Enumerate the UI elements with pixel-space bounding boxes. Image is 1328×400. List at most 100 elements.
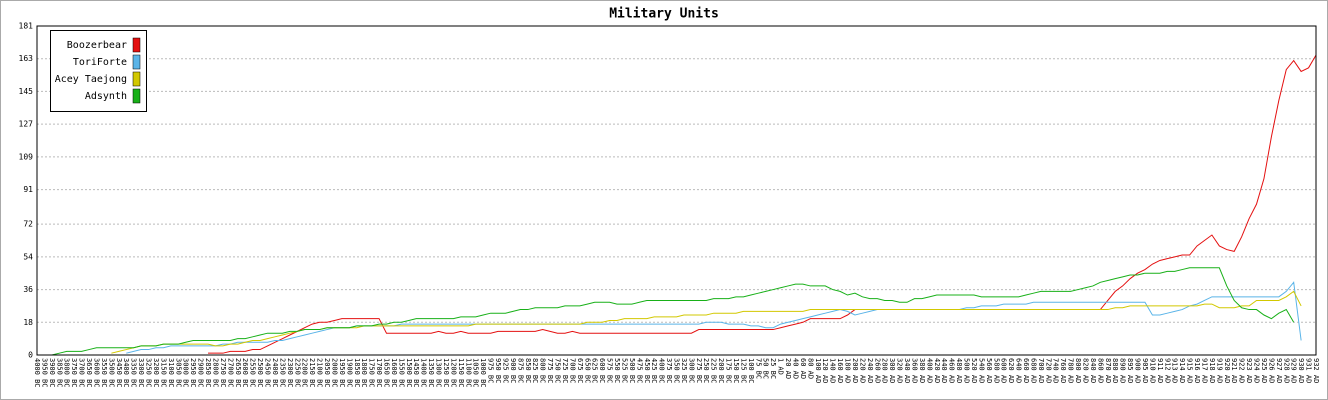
x-tick-label: 1950 BC <box>338 358 346 388</box>
x-tick-label: 380 AD <box>918 358 926 383</box>
x-tick-label: 3800 BC <box>63 358 71 388</box>
x-tick-label: 2850 BC <box>204 358 212 388</box>
series-line <box>126 281 1302 354</box>
x-tick-label: 1100 BC <box>464 358 472 388</box>
x-tick-label: 150 BC <box>732 358 740 383</box>
x-tick-label: 927 AD <box>1275 358 1283 383</box>
x-tick-label: 525 BC <box>620 358 628 383</box>
series-line <box>208 54 1317 354</box>
x-tick-label: 700 AD <box>1037 358 1045 383</box>
x-tick-label: 1350 BC <box>427 358 435 388</box>
x-tick-label: 200 AD <box>851 358 859 383</box>
x-tick-label: 900 AD <box>1134 358 1142 383</box>
x-tick-label: 520 AD <box>970 358 978 383</box>
x-tick-label: 825 BC <box>531 358 539 383</box>
x-tick-label: 480 AD <box>955 358 963 383</box>
x-tick-label: 300 AD <box>888 358 896 383</box>
x-tick-label: 425 BC <box>650 358 658 383</box>
x-tick-label: 3850 BC <box>55 358 63 388</box>
x-tick-label: 2900 BC <box>197 358 205 388</box>
x-tick-label: 950 BC <box>494 358 502 383</box>
plot-border <box>36 25 1317 356</box>
x-tick-label: 895 AD <box>1126 358 1134 383</box>
x-tick-label: 360 AD <box>910 358 918 383</box>
lines <box>37 54 1317 356</box>
x-tick-label: 80 AD <box>806 358 814 379</box>
x-tick-label: 500 BC <box>628 358 636 383</box>
x-tick-label: 225 BC <box>710 358 718 383</box>
x-tick-label: 575 BC <box>606 358 614 383</box>
x-tick-label: 660 AD <box>1022 358 1030 383</box>
x-tick-label: 1600 BC <box>390 358 398 388</box>
x-tick-label: 100 BC <box>747 358 755 383</box>
x-tick-label: 650 BC <box>583 358 591 383</box>
x-tick-label: 2950 BC <box>189 358 197 388</box>
x-tick-label: 2600 BC <box>241 358 249 388</box>
x-tick-label: 3300 BC <box>137 358 145 388</box>
x-tick-label: 600 AD <box>1000 358 1008 383</box>
x-tick-label: 875 BC <box>516 358 524 383</box>
x-tick-label: 675 BC <box>576 358 584 383</box>
x-tick-label: 1800 BC <box>360 358 368 388</box>
x-tick-label: 600 BC <box>598 358 606 383</box>
x-tick-label: 860 AD <box>1096 358 1104 383</box>
x-tick-label: 440 AD <box>940 358 948 383</box>
legend: Boozerbear ToriForte Acey Taejong Adsynth <box>50 30 147 112</box>
x-tick-label: 3400 BC <box>122 358 130 388</box>
chart-title: Military Units <box>609 7 719 22</box>
legend-label: Acey Taejong <box>55 74 127 85</box>
y-tick-label: 18 <box>23 318 33 327</box>
x-tick-label: 725 BC <box>561 358 569 383</box>
x-tick-label: 2100 BC <box>316 358 324 388</box>
y-tick-label: 109 <box>19 152 34 161</box>
x-tick-label: 740 AD <box>1052 358 1060 383</box>
x-tick-label: 350 BC <box>673 358 681 383</box>
x-tick-label: 1550 BC <box>397 358 405 388</box>
x-tick-label: 2000 BC <box>330 358 338 388</box>
x-tick-label: 820 AD <box>1081 358 1089 383</box>
x-tick-label: 3950 BC <box>40 358 48 388</box>
x-tick-label: 3150 BC <box>159 358 167 388</box>
y-tick-label: 127 <box>19 120 34 129</box>
x-tick-label: 3700 BC <box>78 358 86 388</box>
x-tick-label: 2300 BC <box>286 358 294 388</box>
x-tick-label: 912 AD <box>1163 358 1171 383</box>
y-tick-label: 54 <box>23 252 33 261</box>
x-tick-label: 2050 BC <box>323 358 331 388</box>
x-tick-label: 175 BC <box>725 358 733 383</box>
series-line <box>37 267 1295 356</box>
x-tick-label: 929 AD <box>1290 358 1298 383</box>
x-tick-label: 3450 BC <box>115 358 123 388</box>
x-tick-label: 780 AD <box>1067 358 1075 383</box>
x-tick-label: 400 AD <box>925 358 933 383</box>
x-tick-label: 925 BC <box>501 358 509 383</box>
x-tick-label: 60 AD <box>799 358 807 379</box>
x-tick-label: 275 BC <box>695 358 703 383</box>
x-tick-label: 890 AD <box>1119 358 1127 383</box>
x-tick-label: 800 AD <box>1074 358 1082 383</box>
y-tick-label: 145 <box>19 87 34 96</box>
x-tick-label: 2800 BC <box>211 358 219 388</box>
x-tick-label: 924 AD <box>1253 358 1261 383</box>
x-tick-label: 926 AD <box>1267 358 1275 383</box>
x-tick-label: 375 BC <box>665 358 673 383</box>
x-tick-label: 2350 BC <box>278 358 286 388</box>
x-tick-label: 625 BC <box>591 358 599 383</box>
x-tick-label: 925 AD <box>1260 358 1268 383</box>
x-tick-label: 920 AD <box>1223 358 1231 383</box>
x-tick-label: 120 AD <box>821 358 829 383</box>
x-tick-label: 913 AD <box>1171 358 1179 383</box>
x-tick-label: 100 AD <box>814 358 822 383</box>
x-tick-label: 320 AD <box>896 358 904 383</box>
x-tick-label: 200 BC <box>717 358 725 383</box>
x-tick-label: 1400 BC <box>420 358 428 388</box>
x-tick-label: 475 BC <box>635 358 643 383</box>
x-tick-label: 720 AD <box>1044 358 1052 383</box>
x-tick-label: 1850 BC <box>353 358 361 388</box>
x-tick-label: 1650 BC <box>382 358 390 388</box>
x-tick-label: 800 BC <box>539 358 547 383</box>
x-tick-label: 910 AD <box>1148 358 1156 383</box>
x-tick-label: 915 AD <box>1186 358 1194 383</box>
x-tick-label: 3200 BC <box>152 358 160 388</box>
